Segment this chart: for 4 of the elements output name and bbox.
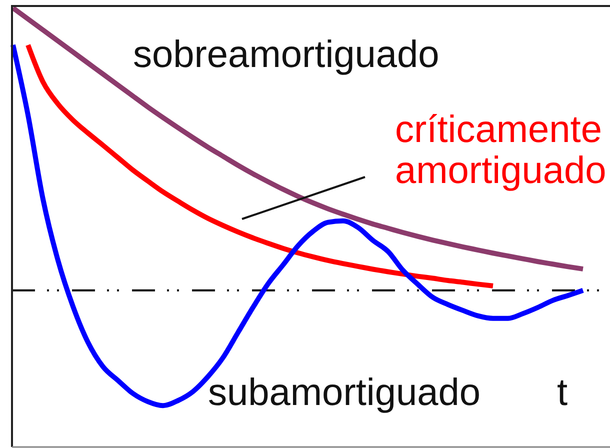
- x-axis-title: t: [557, 372, 568, 414]
- series-label: sobreamortiguado: [133, 34, 440, 76]
- series-label: subamortiguado: [208, 372, 481, 414]
- text: críticamente amortiguado: [395, 109, 606, 192]
